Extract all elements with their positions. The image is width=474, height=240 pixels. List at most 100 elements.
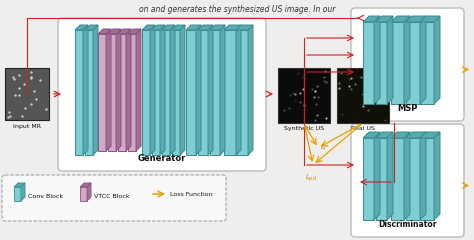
Polygon shape [186, 25, 201, 30]
Polygon shape [160, 25, 165, 155]
Polygon shape [391, 138, 404, 220]
Polygon shape [376, 16, 393, 22]
Polygon shape [406, 16, 426, 22]
Polygon shape [236, 25, 253, 30]
FancyBboxPatch shape [5, 68, 49, 120]
Polygon shape [142, 30, 150, 155]
Polygon shape [196, 25, 201, 155]
Polygon shape [363, 138, 374, 220]
Polygon shape [152, 25, 165, 30]
Polygon shape [434, 132, 440, 220]
Polygon shape [108, 34, 116, 151]
Polygon shape [108, 29, 121, 34]
Polygon shape [387, 132, 393, 220]
Polygon shape [374, 132, 380, 220]
Polygon shape [376, 132, 393, 138]
Polygon shape [106, 29, 111, 151]
Text: VTCC Block: VTCC Block [94, 193, 129, 198]
Polygon shape [420, 16, 440, 22]
Polygon shape [406, 132, 426, 138]
Text: Synthetic US: Synthetic US [284, 126, 324, 131]
Polygon shape [374, 16, 380, 104]
Text: Loss Function: Loss Function [170, 192, 213, 197]
Polygon shape [404, 16, 410, 104]
Text: Input MR: Input MR [13, 124, 41, 129]
Text: MSP: MSP [397, 104, 418, 113]
Polygon shape [14, 183, 25, 187]
FancyBboxPatch shape [58, 18, 266, 171]
FancyBboxPatch shape [337, 68, 389, 123]
Polygon shape [391, 22, 404, 104]
Polygon shape [98, 29, 111, 34]
Polygon shape [152, 30, 160, 155]
FancyBboxPatch shape [278, 68, 330, 123]
Polygon shape [126, 29, 131, 151]
Text: $L_{pd}$: $L_{pd}$ [305, 173, 317, 185]
Polygon shape [118, 34, 126, 151]
Text: Conv Block: Conv Block [28, 193, 63, 198]
FancyBboxPatch shape [351, 8, 464, 121]
Polygon shape [172, 25, 185, 30]
Polygon shape [210, 30, 220, 155]
Polygon shape [150, 25, 155, 155]
Polygon shape [406, 22, 420, 104]
Polygon shape [434, 16, 440, 104]
Polygon shape [376, 22, 387, 104]
Polygon shape [116, 29, 121, 151]
Polygon shape [236, 30, 248, 155]
Polygon shape [87, 183, 91, 201]
Polygon shape [128, 29, 141, 34]
Polygon shape [391, 132, 410, 138]
Polygon shape [420, 132, 440, 138]
Polygon shape [142, 25, 155, 30]
Polygon shape [198, 30, 208, 155]
Polygon shape [136, 29, 141, 151]
Polygon shape [21, 183, 25, 201]
Polygon shape [387, 16, 393, 104]
Text: $L_i$: $L_i$ [320, 143, 327, 153]
Text: Discriminator: Discriminator [378, 220, 437, 229]
Polygon shape [98, 34, 106, 151]
Polygon shape [172, 30, 180, 155]
Polygon shape [208, 25, 213, 155]
Polygon shape [224, 25, 241, 30]
Polygon shape [180, 25, 185, 155]
Polygon shape [420, 132, 426, 220]
Polygon shape [14, 187, 21, 201]
Polygon shape [406, 138, 420, 220]
Polygon shape [118, 29, 131, 34]
Polygon shape [170, 25, 175, 155]
Polygon shape [75, 25, 88, 30]
Polygon shape [85, 30, 93, 155]
Text: Real US: Real US [351, 126, 375, 131]
Polygon shape [224, 30, 236, 155]
Polygon shape [93, 25, 98, 155]
Polygon shape [80, 187, 87, 201]
Polygon shape [363, 132, 380, 138]
Polygon shape [404, 132, 410, 220]
Text: on and generates the synthesized US image. In our: on and generates the synthesized US imag… [139, 5, 335, 14]
Polygon shape [210, 25, 225, 30]
Text: Generator: Generator [138, 154, 186, 163]
Polygon shape [162, 30, 170, 155]
Polygon shape [363, 22, 374, 104]
Polygon shape [248, 25, 253, 155]
FancyBboxPatch shape [2, 175, 226, 221]
Polygon shape [85, 25, 98, 30]
Polygon shape [420, 138, 434, 220]
Polygon shape [391, 16, 410, 22]
Polygon shape [128, 34, 136, 151]
Polygon shape [162, 25, 175, 30]
Polygon shape [363, 16, 380, 22]
Polygon shape [83, 25, 88, 155]
Polygon shape [236, 25, 241, 155]
FancyBboxPatch shape [351, 124, 464, 237]
Polygon shape [186, 30, 196, 155]
Polygon shape [376, 138, 387, 220]
Polygon shape [420, 16, 426, 104]
Polygon shape [220, 25, 225, 155]
Polygon shape [198, 25, 213, 30]
Polygon shape [80, 183, 91, 187]
Polygon shape [420, 22, 434, 104]
Polygon shape [75, 30, 83, 155]
